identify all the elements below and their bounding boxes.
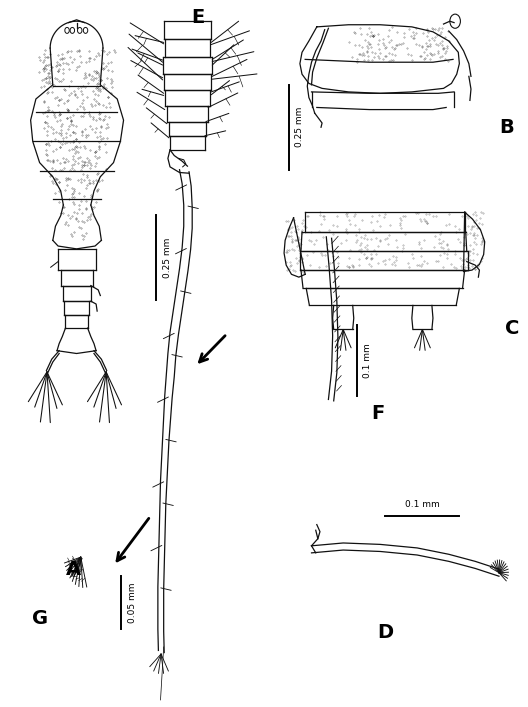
- Text: G: G: [32, 609, 48, 628]
- Text: 0.25 mm: 0.25 mm: [295, 107, 304, 148]
- Text: B: B: [499, 118, 514, 136]
- Text: E: E: [191, 8, 205, 27]
- Text: 0.1 mm: 0.1 mm: [405, 500, 440, 509]
- Text: D: D: [378, 624, 393, 642]
- Text: A: A: [67, 560, 81, 578]
- Text: 0.1 mm: 0.1 mm: [363, 343, 372, 378]
- Text: 0.05 mm: 0.05 mm: [128, 582, 137, 623]
- Text: 0.25 mm: 0.25 mm: [163, 237, 172, 278]
- Text: F: F: [371, 404, 384, 423]
- Text: C: C: [505, 320, 520, 338]
